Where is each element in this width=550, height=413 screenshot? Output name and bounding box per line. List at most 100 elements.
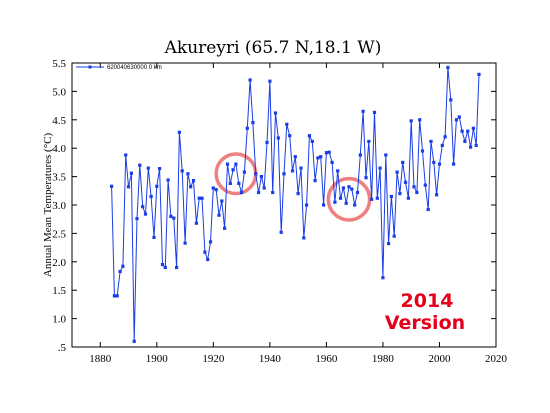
data-point: [149, 194, 153, 199]
data-point: [401, 160, 405, 164]
data-point: [186, 172, 190, 176]
y-tick-label: 2.5: [52, 228, 66, 240]
data-point: [271, 190, 275, 195]
data-point: [262, 186, 266, 190]
highlight-circle: [326, 176, 372, 222]
data-point: [214, 188, 218, 192]
data-point: [370, 197, 374, 201]
data-point: [121, 264, 125, 268]
data-point: [228, 181, 232, 185]
y-tick-label: 2.0: [52, 257, 66, 269]
data-point: [372, 110, 377, 114]
data-point: [406, 196, 410, 200]
x-tick-label: 1980: [372, 353, 395, 365]
x-tick-label: 1920: [202, 353, 225, 365]
data-point: [124, 153, 128, 157]
data-point: [180, 169, 184, 173]
data-point: [259, 175, 263, 179]
data-point: [429, 139, 433, 143]
y-tick-label: .5: [58, 342, 67, 354]
data-point: [338, 196, 343, 200]
data-point: [330, 160, 334, 164]
data-point: [327, 150, 331, 154]
data-point: [415, 190, 419, 195]
data-point: [344, 201, 348, 205]
data-point: [257, 190, 261, 195]
data-point: [279, 230, 283, 234]
legend-marker: [88, 65, 92, 69]
data-point: [115, 294, 119, 298]
data-point: [268, 79, 272, 83]
data-point: [409, 119, 413, 123]
data-point: [307, 134, 311, 138]
data-point: [240, 190, 244, 195]
data-point: [129, 171, 133, 175]
data-point: [288, 134, 292, 138]
data-point: [440, 143, 444, 147]
data-point: [160, 263, 165, 267]
data-point: [361, 109, 365, 113]
data-point: [350, 187, 354, 191]
data-point: [110, 184, 114, 188]
data-point: [378, 166, 382, 170]
data-point: [460, 129, 464, 133]
data-point: [310, 139, 314, 143]
data-point: [282, 172, 286, 176]
data-point: [191, 179, 196, 183]
annotations: [214, 152, 372, 222]
data-point: [454, 118, 458, 122]
y-tick-label: 5.0: [52, 86, 66, 98]
data-point: [158, 167, 162, 171]
data-point: [319, 155, 323, 159]
stamp-line-2: Version: [385, 312, 465, 334]
y-tick-label: 4.5: [52, 115, 66, 127]
data-point: [457, 115, 461, 119]
data-point: [384, 153, 388, 157]
data-point: [245, 126, 249, 130]
data-point: [443, 135, 447, 139]
y-tick-label: 3.5: [52, 172, 66, 184]
data-point: [138, 163, 142, 167]
data-point: [146, 166, 150, 170]
data-point: [423, 183, 427, 187]
y-tick-label: 1.5: [52, 285, 66, 297]
x-tick-label: 1880: [89, 353, 112, 365]
data-point: [316, 156, 320, 160]
data-point: [172, 216, 176, 220]
data-point: [276, 136, 280, 140]
data-point: [336, 169, 340, 173]
data-point: [471, 126, 475, 130]
data-point: [203, 250, 207, 254]
data-point: [474, 143, 478, 147]
data-point: [183, 241, 187, 245]
data-point: [112, 294, 116, 298]
x-tick-label: 1900: [146, 353, 169, 365]
data-point: [452, 162, 456, 166]
data-point: [375, 196, 379, 200]
data-point: [435, 193, 439, 197]
data-point: [398, 192, 402, 196]
data-point: [463, 139, 467, 143]
data-point: [166, 178, 170, 182]
data-point: [225, 162, 230, 166]
data-point: [223, 226, 227, 230]
data-point: [175, 265, 179, 270]
data-point: [211, 186, 215, 190]
x-axis: 1880 1900 1920 1940 1960 1980 2000 2020: [89, 63, 508, 365]
data-point: [152, 235, 156, 239]
stamp-line-1: 2014: [401, 290, 454, 312]
series-layer: [110, 65, 481, 343]
data-point: [305, 203, 309, 207]
data-point: [313, 179, 317, 183]
data-point: [437, 162, 442, 166]
data-point: [265, 140, 269, 145]
data-point: [194, 221, 198, 225]
data-point: [135, 217, 139, 221]
data-point: [403, 180, 408, 184]
data-point: [169, 214, 173, 218]
data-point: [237, 181, 241, 185]
data-point: [358, 153, 362, 157]
data-point: [242, 170, 246, 174]
y-axis-label: Annual Mean Temperatures (°C): [42, 133, 54, 278]
data-point: [163, 265, 167, 270]
